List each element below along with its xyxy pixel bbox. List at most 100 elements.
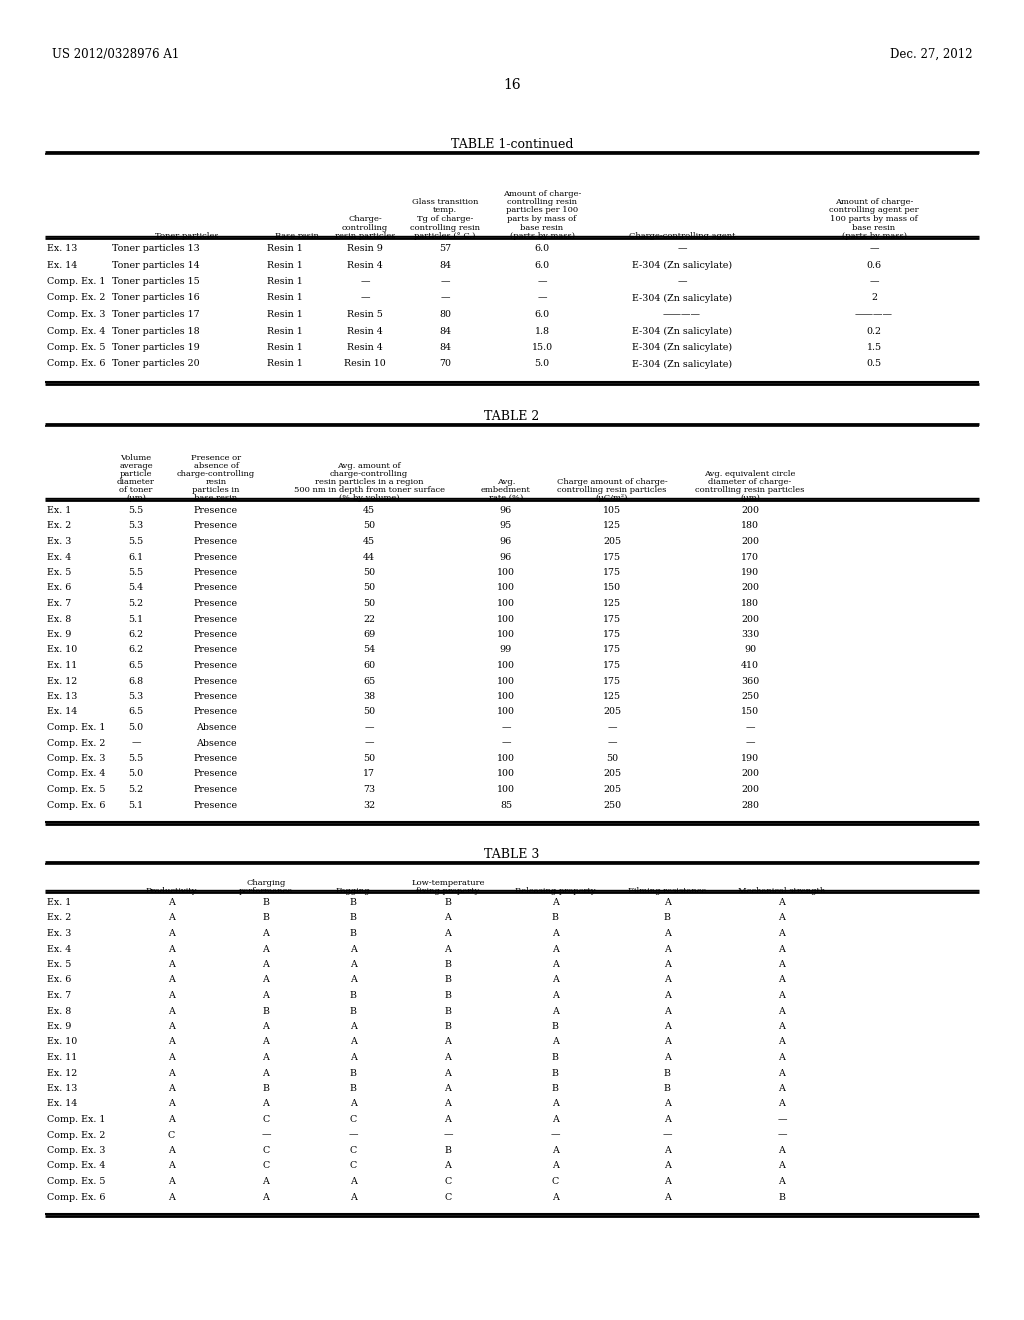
Text: 0.6: 0.6 <box>866 260 882 269</box>
Text: 500 nm in depth from toner surface: 500 nm in depth from toner surface <box>294 486 444 494</box>
Text: A: A <box>664 960 671 969</box>
Text: Ex. 3: Ex. 3 <box>47 929 72 939</box>
Text: A: A <box>444 929 452 939</box>
Text: A: A <box>552 929 558 939</box>
Text: A: A <box>664 1100 671 1109</box>
Text: Comp. Ex. 5: Comp. Ex. 5 <box>47 1177 105 1185</box>
Text: A: A <box>778 1038 785 1047</box>
Text: 2: 2 <box>871 293 877 302</box>
Text: Ex. 9: Ex. 9 <box>47 1022 72 1031</box>
Text: A: A <box>778 991 785 1001</box>
Text: 100: 100 <box>497 583 515 593</box>
Text: —: — <box>777 1130 786 1139</box>
Text: Absence: Absence <box>196 738 237 747</box>
Text: Absence: Absence <box>196 723 237 733</box>
Text: Presence: Presence <box>194 521 238 531</box>
Text: 200: 200 <box>741 537 759 546</box>
Text: (parts by mass): (parts by mass) <box>510 232 574 240</box>
Text: Comp. Ex. 6: Comp. Ex. 6 <box>47 1192 105 1201</box>
Text: A: A <box>262 945 269 953</box>
Text: 5.3: 5.3 <box>128 692 143 701</box>
Text: resin particles: resin particles <box>335 232 395 240</box>
Text: 205: 205 <box>603 537 622 546</box>
Text: —: — <box>777 1115 786 1125</box>
Text: —: — <box>502 738 511 747</box>
Text: Low-temperature: Low-temperature <box>412 879 484 887</box>
Text: 70: 70 <box>439 359 451 368</box>
Text: A: A <box>168 929 174 939</box>
Text: C: C <box>349 1146 356 1155</box>
Text: A: A <box>664 898 671 907</box>
Text: A: A <box>349 1022 356 1031</box>
Text: 50: 50 <box>606 754 618 763</box>
Text: A: A <box>168 1162 174 1171</box>
Text: Resin 1: Resin 1 <box>267 343 303 352</box>
Text: A: A <box>168 1053 174 1063</box>
Text: 190: 190 <box>741 754 759 763</box>
Text: Comp. Ex. 1: Comp. Ex. 1 <box>47 723 105 733</box>
Text: 175: 175 <box>603 615 622 623</box>
Text: 50: 50 <box>362 754 375 763</box>
Text: 50: 50 <box>362 708 375 717</box>
Text: A: A <box>168 1006 174 1015</box>
Text: Resin 5: Resin 5 <box>347 310 383 319</box>
Text: —: — <box>677 277 687 286</box>
Text: Comp. Ex. 4: Comp. Ex. 4 <box>47 1162 105 1171</box>
Text: A: A <box>168 1068 174 1077</box>
Text: Ex. 4: Ex. 4 <box>47 553 72 561</box>
Text: 50: 50 <box>362 521 375 531</box>
Text: Comp. Ex. 2: Comp. Ex. 2 <box>47 293 105 302</box>
Text: B: B <box>664 1068 671 1077</box>
Text: Toner particles 14: Toner particles 14 <box>112 260 200 269</box>
Text: 205: 205 <box>603 708 622 717</box>
Text: Comp. Ex. 4: Comp. Ex. 4 <box>47 326 105 335</box>
Text: 170: 170 <box>741 553 759 561</box>
Text: 100: 100 <box>497 615 515 623</box>
Text: resin particles in a region: resin particles in a region <box>314 478 423 486</box>
Text: 50: 50 <box>362 568 375 577</box>
Text: B: B <box>349 1084 356 1093</box>
Text: fixing property: fixing property <box>417 887 479 895</box>
Text: —: — <box>360 293 370 302</box>
Text: Comp. Ex. 1: Comp. Ex. 1 <box>47 1115 105 1125</box>
Text: 99: 99 <box>500 645 512 655</box>
Text: C: C <box>444 1177 452 1185</box>
Text: A: A <box>349 1038 356 1047</box>
Text: —: — <box>365 738 374 747</box>
Text: 100: 100 <box>497 692 515 701</box>
Text: A: A <box>552 1115 558 1125</box>
Text: —: — <box>745 723 755 733</box>
Text: Presence: Presence <box>194 708 238 717</box>
Text: particles in: particles in <box>193 486 240 494</box>
Text: A: A <box>168 1084 174 1093</box>
Text: Ex. 14: Ex. 14 <box>47 260 77 269</box>
Text: 5.5: 5.5 <box>128 568 143 577</box>
Text: Resin 1: Resin 1 <box>267 277 303 286</box>
Text: 6.8: 6.8 <box>128 676 143 685</box>
Text: 5.1: 5.1 <box>128 615 143 623</box>
Text: Presence: Presence <box>194 599 238 609</box>
Text: Presence: Presence <box>194 615 238 623</box>
Text: A: A <box>552 1006 558 1015</box>
Text: 65: 65 <box>362 676 375 685</box>
Text: B: B <box>444 1146 452 1155</box>
Text: 100: 100 <box>497 676 515 685</box>
Text: Releasing property: Releasing property <box>515 887 595 895</box>
Text: 1.8: 1.8 <box>535 326 550 335</box>
Text: 280: 280 <box>741 800 759 809</box>
Text: B: B <box>444 975 452 985</box>
Text: A: A <box>664 1146 671 1155</box>
Text: 5.1: 5.1 <box>128 800 143 809</box>
Text: Charge amount of charge-: Charge amount of charge- <box>557 478 668 486</box>
Text: 200: 200 <box>741 615 759 623</box>
Text: Dec. 27, 2012: Dec. 27, 2012 <box>890 48 972 61</box>
Text: 5.2: 5.2 <box>128 785 143 795</box>
Text: (parts by mass): (parts by mass) <box>842 232 906 240</box>
Text: A: A <box>778 1162 785 1171</box>
Text: 96: 96 <box>500 537 512 546</box>
Text: A: A <box>168 1177 174 1185</box>
Text: 5.2: 5.2 <box>128 599 143 609</box>
Text: rate (%): rate (%) <box>488 494 523 502</box>
Text: Presence: Presence <box>194 676 238 685</box>
Text: Presence: Presence <box>194 537 238 546</box>
